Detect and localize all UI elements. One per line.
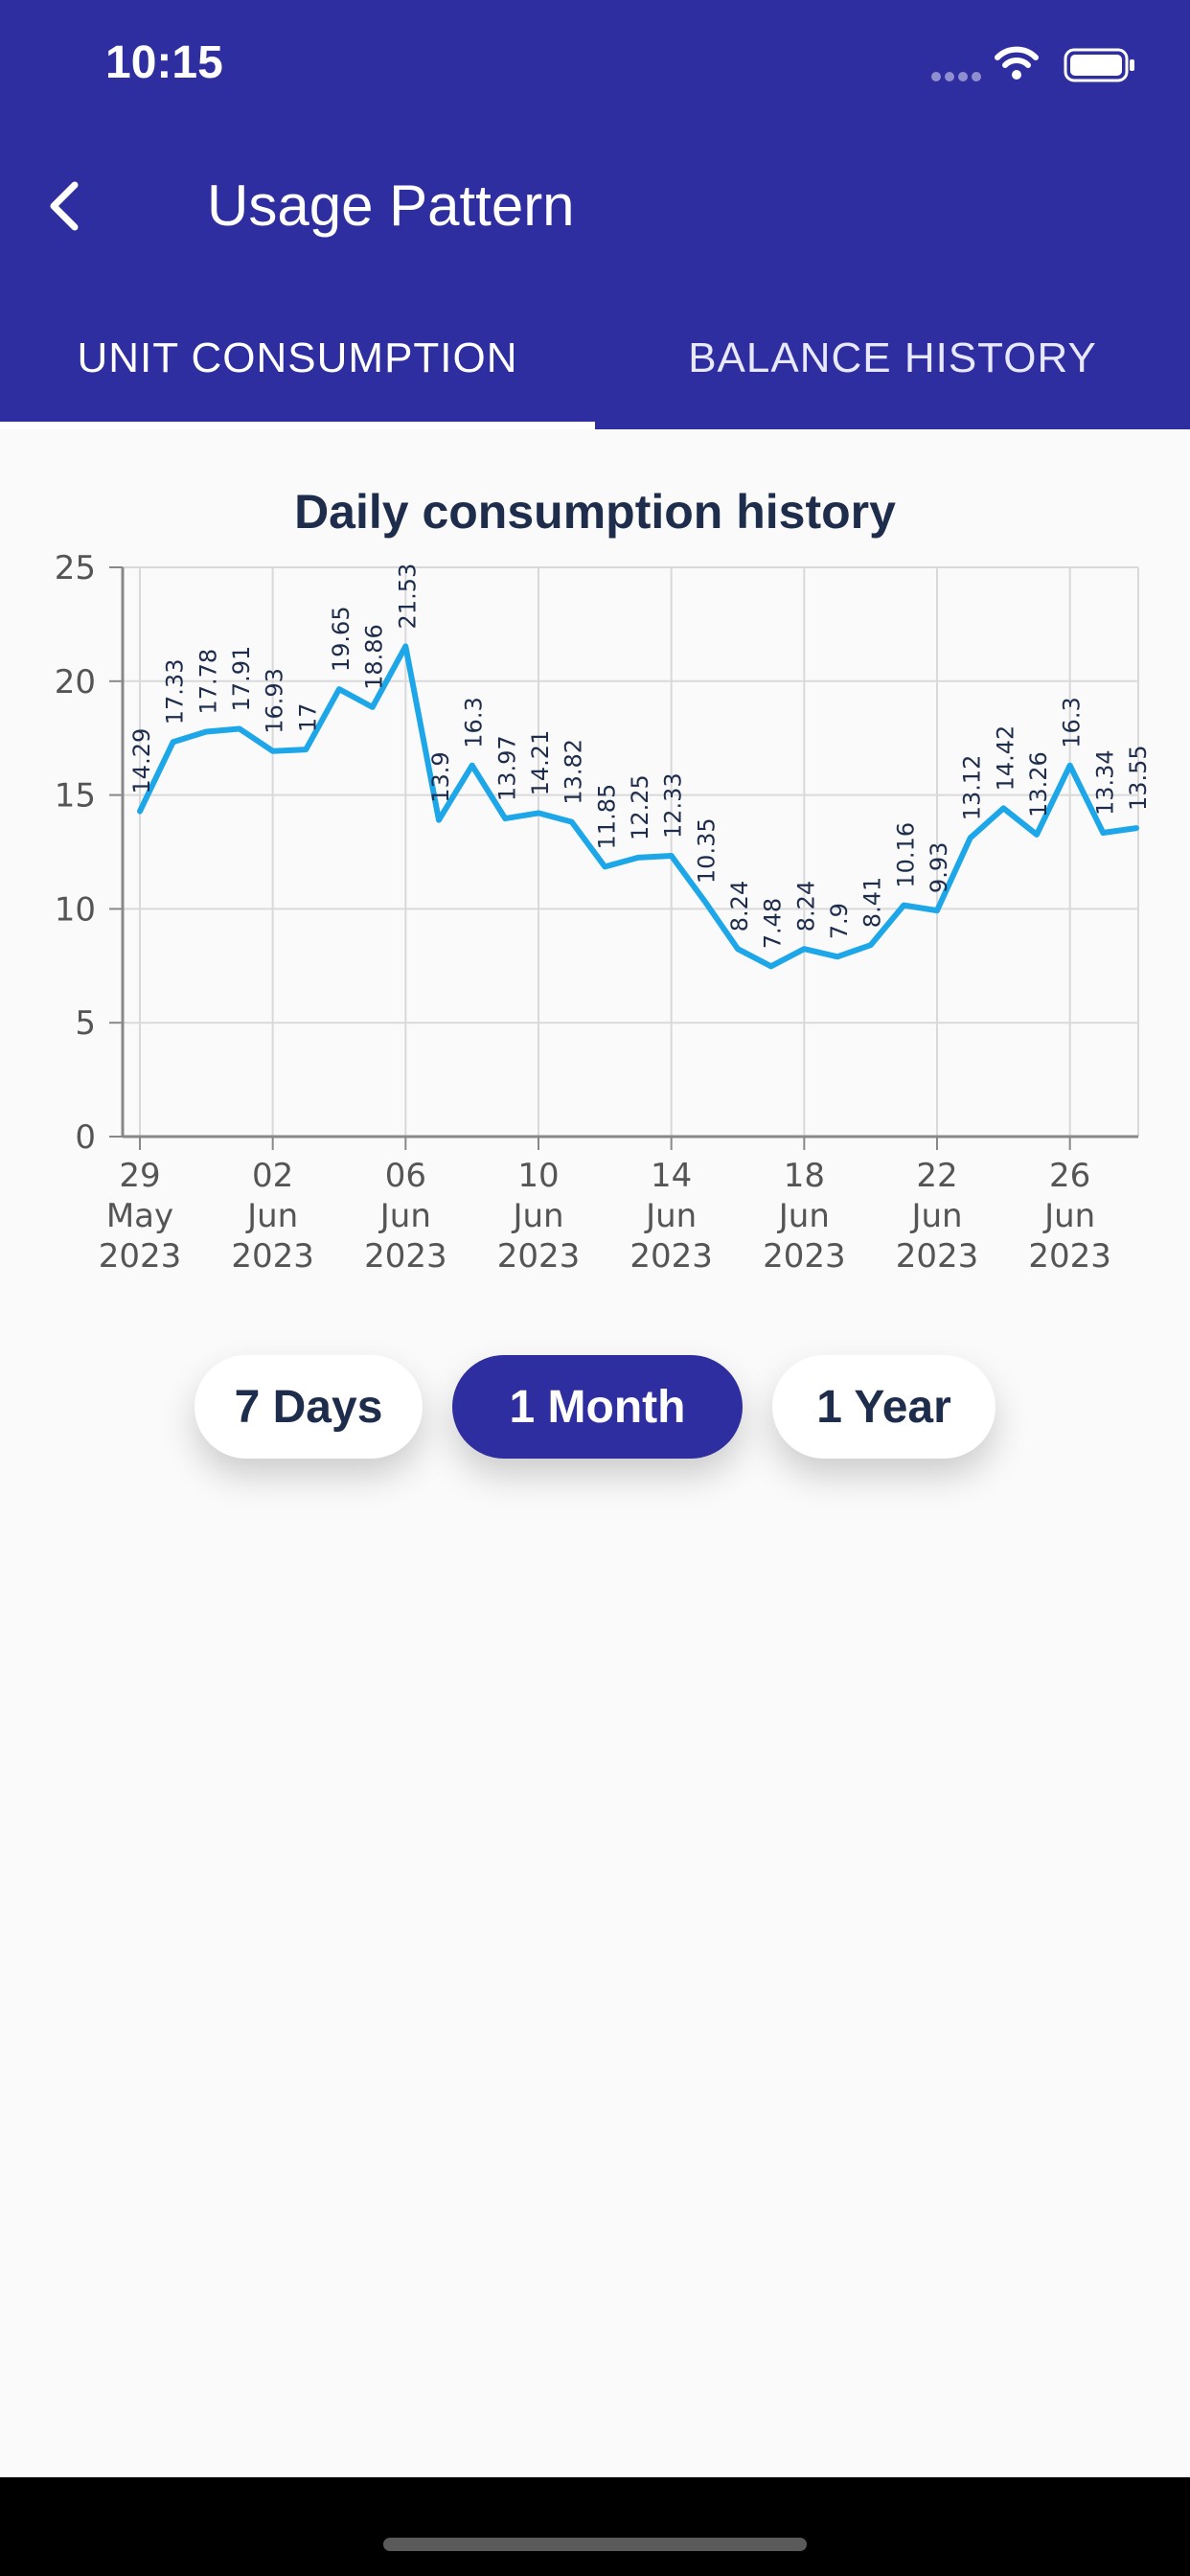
data-label: 8.24 (792, 881, 819, 932)
x-tick-label: 2023 (364, 1237, 447, 1276)
data-label: 16.3 (461, 697, 488, 748)
data-label: 12.33 (660, 772, 687, 839)
chevron-left-icon (50, 181, 79, 231)
x-tick-label: 2023 (497, 1237, 581, 1276)
y-tick-label: 10 (55, 890, 96, 929)
data-label: 9.93 (926, 842, 952, 893)
x-tick-label: Jun (1042, 1197, 1095, 1235)
x-tick-label: 2023 (1028, 1237, 1111, 1276)
data-label: 12.25 (627, 774, 653, 840)
x-tick-label: Jun (245, 1197, 298, 1235)
series-line (137, 643, 1139, 970)
data-label: 17.91 (228, 646, 255, 712)
data-label: 16.93 (262, 668, 288, 734)
tab-indicator (0, 422, 595, 429)
y-tick-label: 20 (55, 663, 96, 702)
data-label: 17.33 (162, 659, 189, 725)
x-tick-label: Jun (777, 1197, 830, 1235)
data-label: 10.16 (892, 822, 919, 888)
data-label: 8.41 (859, 877, 886, 928)
home-indicator (383, 2538, 807, 2551)
data-label: 13.55 (1125, 745, 1152, 811)
x-tick-label: 2023 (763, 1237, 846, 1276)
x-tick-label: 14 (651, 1157, 692, 1195)
bottom-safe-area (0, 2477, 1190, 2576)
x-tick-label: 2023 (99, 1237, 182, 1276)
data-label: 13.97 (493, 735, 520, 801)
x-tick-label: May (106, 1197, 173, 1235)
data-label: 13.34 (1091, 749, 1118, 816)
x-tick-label: Jun (511, 1197, 563, 1235)
y-tick-label: 5 (75, 1004, 96, 1043)
back-button[interactable] (38, 177, 96, 235)
data-label: 21.53 (394, 564, 421, 630)
range-1-month-button[interactable]: 1 Month (452, 1355, 743, 1459)
x-tick-label: Jun (378, 1197, 431, 1235)
x-tick-label: 10 (517, 1157, 559, 1195)
status-time: 10:15 (105, 37, 223, 88)
app-header: 10:15 Usage Pattern (0, 0, 1190, 288)
data-label: 17.78 (195, 649, 221, 715)
page-title: Usage Pattern (207, 173, 575, 238)
range-selector: 7 Days 1 Month 1 Year (0, 1355, 1190, 1460)
battery-icon (1064, 48, 1134, 82)
data-label: 10.35 (693, 817, 720, 884)
range-7-days-button[interactable]: 7 Days (195, 1355, 423, 1459)
data-label: 8.24 (726, 881, 753, 932)
data-label: 14.21 (527, 730, 554, 796)
data-label: 19.65 (328, 606, 355, 672)
data-label: 11.85 (593, 784, 620, 850)
x-tick-label: 18 (784, 1157, 825, 1195)
range-1-year-button[interactable]: 1 Year (772, 1355, 995, 1459)
data-label: 7.9 (826, 903, 853, 939)
consumption-line-chart: 051015202529May202302Jun202306Jun202310J… (55, 549, 1152, 1276)
data-label: 13.9 (427, 751, 454, 802)
x-tick-label: 02 (252, 1157, 293, 1195)
data-label: 7.48 (760, 898, 787, 949)
y-tick-label: 15 (55, 777, 96, 816)
x-tick-label: 22 (916, 1157, 957, 1195)
data-label: 13.26 (1025, 751, 1052, 817)
data-label: 13.82 (561, 739, 587, 805)
x-tick-label: 29 (119, 1157, 160, 1195)
data-label: 13.12 (959, 755, 986, 821)
x-tick-label: 26 (1049, 1157, 1090, 1195)
tab-bar: UNIT CONSUMPTION BALANCE HISTORY (0, 288, 1190, 429)
tab-balance-history[interactable]: BALANCE HISTORY (688, 334, 1097, 381)
wifi-icon (995, 46, 1039, 80)
x-tick-label: 06 (385, 1157, 426, 1195)
data-label: 18.86 (361, 624, 388, 690)
x-tick-label: 2023 (231, 1237, 314, 1276)
data-label: 16.3 (1059, 697, 1086, 748)
x-tick-label: Jun (644, 1197, 697, 1235)
y-tick-label: 0 (75, 1118, 96, 1157)
y-tick-label: 25 (55, 549, 96, 587)
x-tick-label: 2023 (896, 1237, 979, 1276)
data-label: 17 (294, 703, 321, 733)
tab-unit-consumption[interactable]: UNIT CONSUMPTION (77, 334, 518, 381)
data-label: 14.29 (128, 728, 155, 794)
data-label: 14.42 (992, 725, 1018, 792)
x-tick-label: 2023 (629, 1237, 713, 1276)
signal-icon (931, 69, 985, 86)
x-tick-label: Jun (909, 1197, 962, 1235)
chart-title: Daily consumption history (294, 485, 896, 539)
